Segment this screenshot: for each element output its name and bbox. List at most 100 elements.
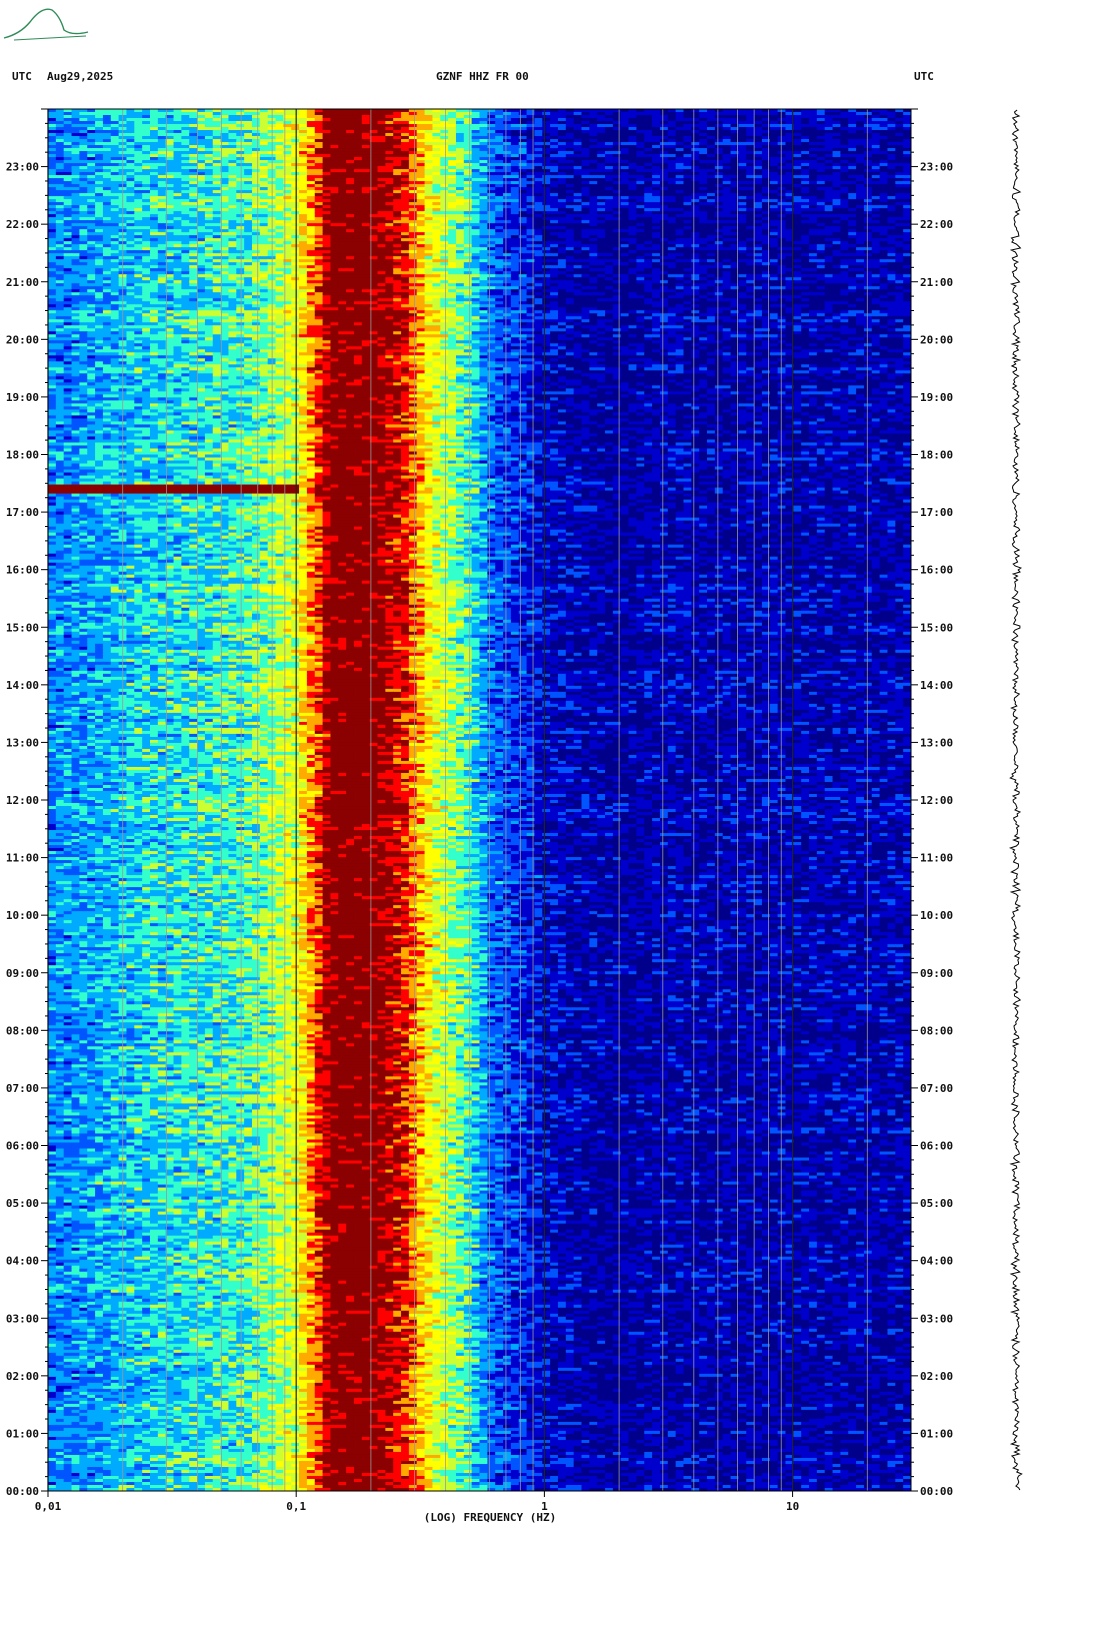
heatmap-cell [464,124,472,128]
heatmap-cell [56,118,64,122]
heatmap-cell [330,121,338,125]
heatmap-cell [393,112,401,116]
heatmap-cell [338,112,346,116]
heatmap-cell [903,112,911,116]
heatmap-cell [707,124,715,128]
heatmap-cell [511,121,519,125]
heatmap-cell [668,109,676,113]
heatmap-cell [307,124,315,128]
heatmap-cell [409,109,417,113]
heatmap-cell [79,112,87,116]
heatmap-cell [276,112,284,116]
heatmap-cell [197,112,205,116]
heatmap-cell [597,115,605,119]
heatmap-cell [723,118,731,122]
heatmap-cell [409,118,417,122]
heatmap-cell [244,115,252,119]
heatmap-cell [126,112,134,116]
heatmap-cell [825,121,833,125]
heatmap-cell [848,115,856,119]
heatmap-cell [629,118,637,122]
heatmap-cell [456,112,464,116]
heatmap-cell [668,112,676,116]
heatmap-cell [480,109,488,113]
heatmap-cell [668,115,676,119]
heatmap-cell [158,121,166,125]
heatmap-cell [887,124,895,128]
heatmap-cell [393,115,401,119]
heatmap-cell [534,112,542,116]
heatmap-cell [707,118,715,122]
heatmap-cell [425,124,433,128]
heatmap-cell [456,118,464,122]
heatmap-cell [629,124,637,128]
heatmap-cell [111,118,119,122]
heatmap-cell [880,109,888,113]
heatmap-cell [542,124,550,128]
heatmap-cell [840,109,848,113]
heatmap-cell [895,109,903,113]
heatmap-cell [378,112,386,116]
heatmap-cell [244,124,252,128]
heatmap-cell [487,118,495,122]
heatmap-cell [362,118,370,122]
heatmap-cell [126,115,134,119]
heatmap-cell [378,118,386,122]
heatmap-cell [440,115,448,119]
heatmap-cell [354,124,362,128]
heatmap-cell [833,124,841,128]
heatmap-cell [362,121,370,125]
heatmap-cell [472,124,480,128]
heatmap-cell [636,121,644,125]
heatmap-cell [87,112,95,116]
heatmap-cell [181,124,189,128]
heatmap-cell [299,118,307,122]
heatmap-cell [550,112,558,116]
heatmap-cell [848,124,856,128]
heatmap-cell [448,115,456,119]
heatmap-cell [770,118,778,122]
heatmap-cell [809,121,817,125]
heatmap-cell [636,109,644,113]
heatmap-cell [558,118,566,122]
heatmap-cell [817,121,825,125]
heatmap-cell [495,112,503,116]
heatmap-cell [213,121,221,125]
heatmap-cell [495,121,503,125]
heatmap-cell [213,124,221,128]
heatmap-cell [64,121,72,125]
heatmap-cell [715,109,723,113]
heatmap-cell [417,109,425,113]
heatmap-cell [307,121,315,125]
heatmap-cell [848,121,856,125]
heatmap-cell [103,112,111,116]
heatmap-cell [558,112,566,116]
heatmap-cell [315,121,323,125]
heatmap-cell [683,124,691,128]
heatmap-cell [778,115,786,119]
heatmap-cell [323,112,331,116]
heatmap-cell [338,121,346,125]
heatmap-cell [150,112,158,116]
heatmap-cell [754,121,762,125]
heatmap-cell [903,109,911,113]
heatmap-cell [189,109,197,113]
heatmap-cell [72,124,80,128]
heatmap-cell [723,115,731,119]
heatmap-cell [581,109,589,113]
heatmap-cell [228,124,236,128]
heatmap-cell [715,124,723,128]
heatmap-cell [825,115,833,119]
heatmap-cell [762,115,770,119]
heatmap-cell [613,109,621,113]
heatmap-cell [323,118,331,122]
heatmap-cell [738,109,746,113]
heatmap-cell [636,118,644,122]
heatmap-cell [856,115,864,119]
heatmap-cell [558,109,566,113]
heatmap-cell [676,118,684,122]
heatmap-cell [174,121,182,125]
heatmap-cell [644,112,652,116]
heatmap-cell [174,124,182,128]
heatmap-cell [425,109,433,113]
